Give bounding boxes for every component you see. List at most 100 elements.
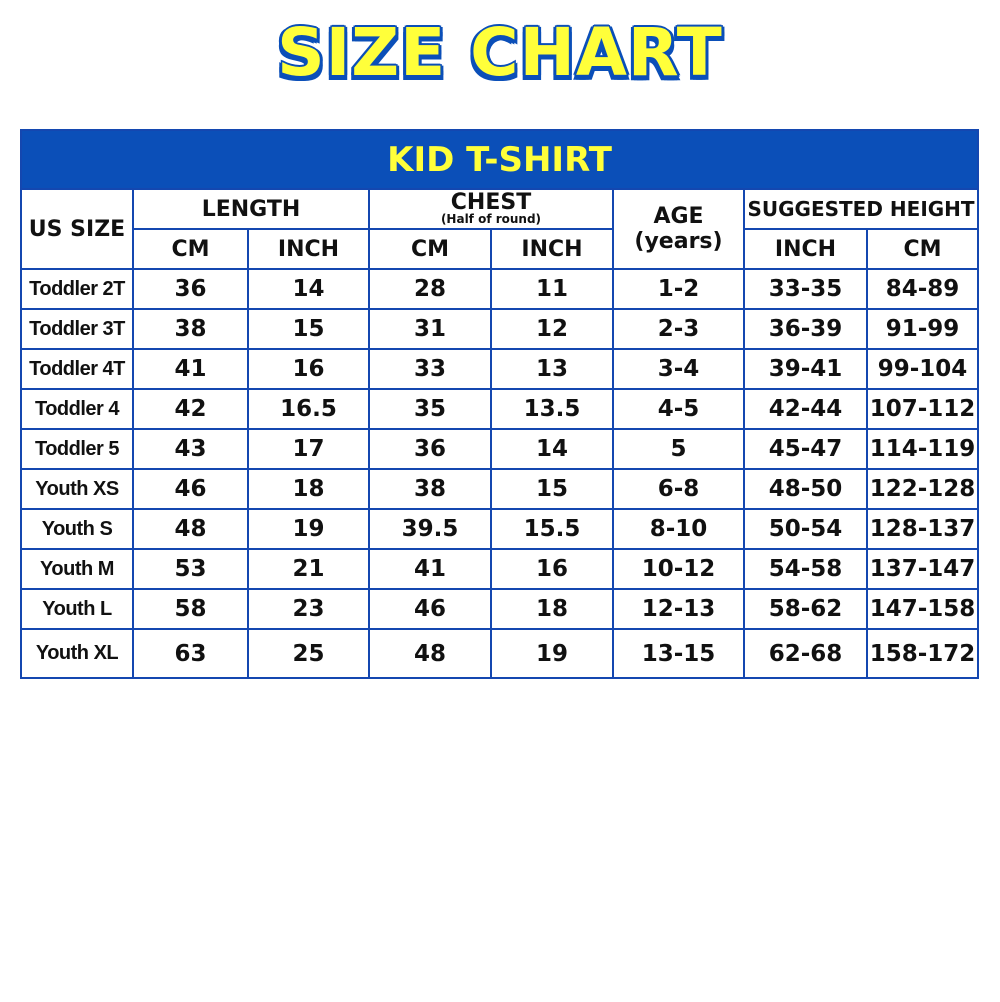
cell-height-cm: 147-158 <box>865 588 980 630</box>
table-title: KID T-SHIRT <box>19 129 980 190</box>
cell-chest-inch: 15 <box>490 468 614 510</box>
header-chest-note: (Half of round) <box>440 212 542 226</box>
cell-chest-inch: 11 <box>490 268 614 310</box>
cell-chest-cm: 48 <box>368 628 492 679</box>
cell-length-cm: 43 <box>132 428 249 470</box>
table-row: Youth L 58 23 46 18 12-13 58-62 147-158 <box>20 588 980 630</box>
cell-length-cm: 36 <box>132 268 249 310</box>
cell-height-inch: 33-35 <box>743 268 868 310</box>
cell-chest-cm: 39.5 <box>368 508 492 550</box>
header-length-cm: CM <box>132 228 249 270</box>
cell-chest-inch: 12 <box>490 308 614 350</box>
cell-age: 10-12 <box>612 548 745 590</box>
header-height-inch: INCH <box>743 228 868 270</box>
cell-height-inch: 39-41 <box>743 348 868 390</box>
cell-height-inch: 45-47 <box>743 428 868 470</box>
cell-height-cm: 158-172 <box>865 628 980 679</box>
cell-age: 13-15 <box>612 628 745 679</box>
cell-length-inch: 16 <box>247 348 370 390</box>
table-row: Youth XS 46 18 38 15 6-8 48-50 122-128 <box>20 468 980 510</box>
cell-length-cm: 48 <box>132 508 249 550</box>
cell-age: 8-10 <box>612 508 745 550</box>
cell-length-cm: 63 <box>132 628 249 679</box>
cell-chest-inch: 14 <box>490 428 614 470</box>
table-row: Toddler 5 43 17 36 14 5 45-47 114-119 <box>20 428 980 470</box>
header-length-inch: INCH <box>247 228 370 270</box>
cell-chest-cm: 36 <box>368 428 492 470</box>
cell-height-inch: 54-58 <box>743 548 868 590</box>
table-row: Youth M 53 21 41 16 10-12 54-58 137-147 <box>20 548 980 590</box>
header-age-label: AGE <box>653 204 704 229</box>
cell-length-inch: 15 <box>247 308 370 350</box>
cell-chest-inch: 13 <box>490 348 614 390</box>
header-suggested-height: SUGGESTED HEIGHT <box>742 188 980 230</box>
header-chest-cm: CM <box>368 228 492 270</box>
cell-height-inch: 50-54 <box>743 508 868 550</box>
cell-age: 5 <box>612 428 745 470</box>
cell-height-cm: 107-112 <box>865 388 980 430</box>
cell-height-inch: 62-68 <box>743 628 868 679</box>
cell-chest-cm: 46 <box>368 588 492 630</box>
cell-size: Toddler 3T <box>20 308 134 350</box>
cell-size: Toddler 2T <box>20 268 134 310</box>
cell-length-inch: 18 <box>247 468 370 510</box>
table-row: Toddler 3T 38 15 31 12 2-3 36-39 91-99 <box>20 308 980 350</box>
table-row: Toddler 4 42 16.5 35 13.5 4-5 42-44 107-112 <box>20 388 980 430</box>
cell-age: 3-4 <box>612 348 745 390</box>
header-age-unit: (years) <box>634 229 723 254</box>
cell-age: 12-13 <box>612 588 745 630</box>
cell-height-cm: 84-89 <box>865 268 980 310</box>
cell-height-cm: 99-104 <box>865 348 980 390</box>
cell-chest-inch: 15.5 <box>490 508 614 550</box>
cell-age: 1-2 <box>612 268 745 310</box>
header-chest-inch: INCH <box>490 228 614 270</box>
cell-height-cm: 137-147 <box>865 548 980 590</box>
cell-length-cm: 38 <box>132 308 249 350</box>
cell-size: Youth L <box>20 588 134 630</box>
cell-height-cm: 114-119 <box>865 428 980 470</box>
header-chest: CHEST (Half of round) <box>368 188 614 230</box>
cell-chest-inch: 16 <box>490 548 614 590</box>
cell-height-cm: 128-137 <box>865 508 980 550</box>
table-row: Youth XL 63 25 48 19 13-15 62-68 158-172 <box>20 628 980 679</box>
cell-size: Youth M <box>20 548 134 590</box>
header-age: AGE (years) <box>612 188 745 270</box>
cell-height-inch: 36-39 <box>743 308 868 350</box>
cell-height-inch: 58-62 <box>743 588 868 630</box>
cell-chest-cm: 41 <box>368 548 492 590</box>
cell-chest-inch: 13.5 <box>490 388 614 430</box>
cell-chest-inch: 18 <box>490 588 614 630</box>
cell-age: 4-5 <box>612 388 745 430</box>
cell-length-cm: 42 <box>132 388 249 430</box>
cell-height-cm: 91-99 <box>865 308 980 350</box>
cell-size: Youth XL <box>20 628 134 679</box>
cell-chest-cm: 31 <box>368 308 492 350</box>
cell-height-cm: 122-128 <box>865 468 980 510</box>
cell-age: 6-8 <box>612 468 745 510</box>
cell-chest-cm: 35 <box>368 388 492 430</box>
cell-length-inch: 21 <box>247 548 370 590</box>
cell-length-inch: 17 <box>247 428 370 470</box>
cell-height-inch: 48-50 <box>743 468 868 510</box>
cell-length-inch: 19 <box>247 508 370 550</box>
cell-age: 2-3 <box>612 308 745 350</box>
size-table: KID T-SHIRT US SIZE LENGTH CHEST (Half of… <box>19 129 980 679</box>
cell-length-cm: 46 <box>132 468 249 510</box>
cell-length-inch: 14 <box>247 268 370 310</box>
cell-chest-inch: 19 <box>490 628 614 679</box>
cell-chest-cm: 28 <box>368 268 492 310</box>
cell-length-cm: 53 <box>132 548 249 590</box>
table-row: Toddler 4T 41 16 33 13 3-4 39-41 99-104 <box>20 348 980 390</box>
header-height-cm: CM <box>865 228 980 270</box>
header-length: LENGTH <box>132 188 370 230</box>
cell-size: Youth XS <box>20 468 134 510</box>
header-us-size: US SIZE <box>20 188 134 270</box>
cell-size: Toddler 5 <box>20 428 134 470</box>
cell-length-cm: 58 <box>132 588 249 630</box>
cell-size: Youth S <box>20 508 134 550</box>
cell-chest-cm: 33 <box>368 348 492 390</box>
size-chart-title: SIZE CHART <box>276 13 724 93</box>
table-row: Toddler 2T 36 14 28 11 1-2 33-35 84-89 <box>20 268 980 310</box>
cell-length-inch: 16.5 <box>247 388 370 430</box>
cell-chest-cm: 38 <box>368 468 492 510</box>
